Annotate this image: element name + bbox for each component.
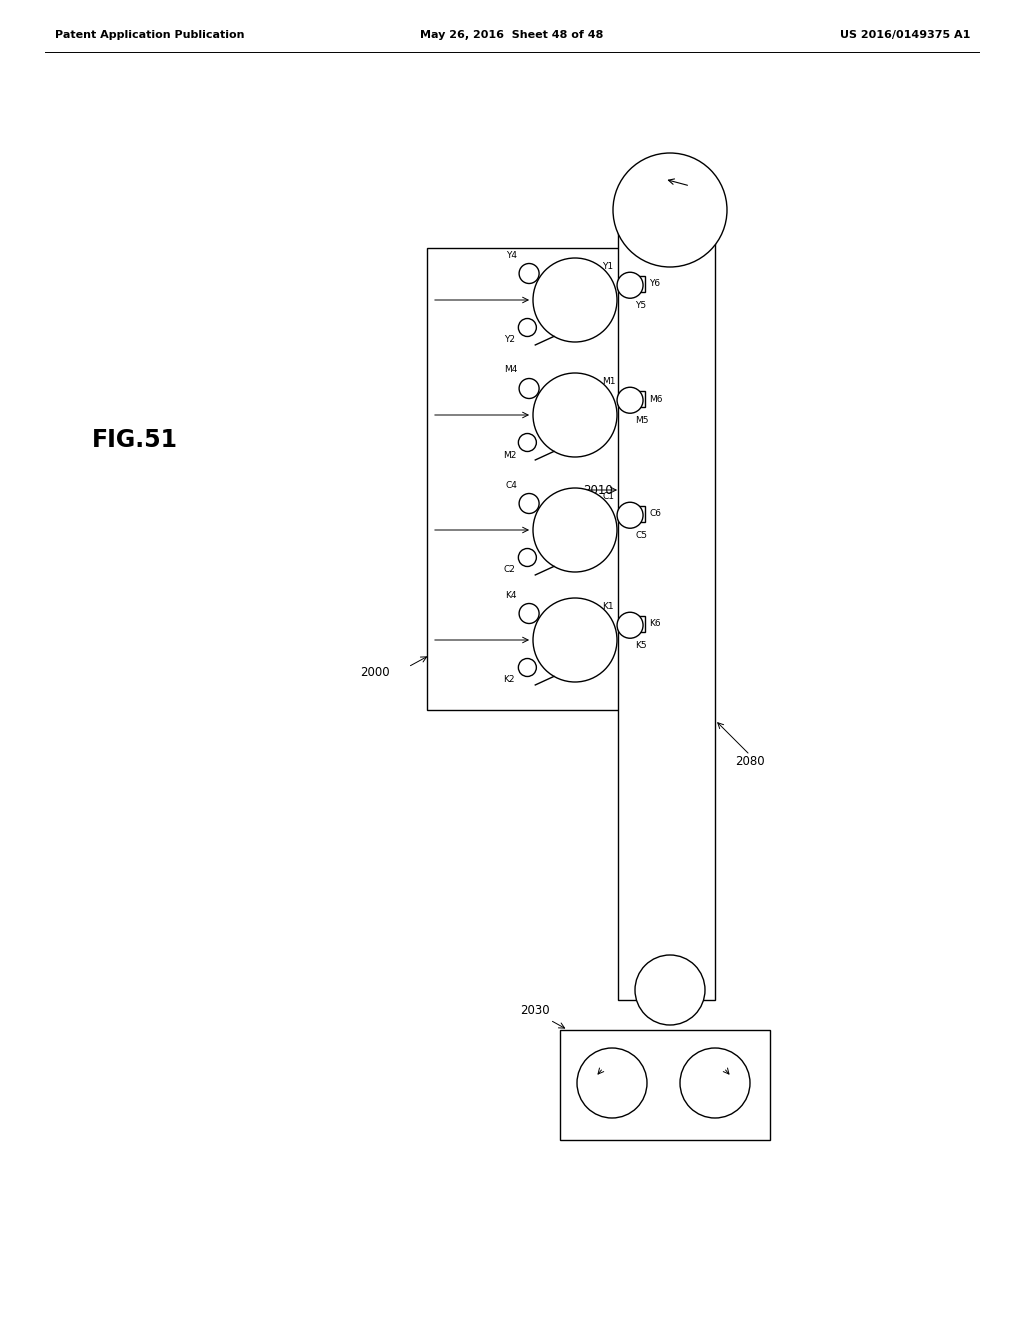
Circle shape	[518, 433, 537, 451]
Text: K1: K1	[602, 602, 613, 611]
Text: Y6: Y6	[649, 280, 660, 289]
Text: K4: K4	[506, 590, 517, 599]
Text: Y1: Y1	[602, 261, 613, 271]
Text: K2: K2	[504, 676, 515, 685]
Text: 2080: 2080	[735, 755, 765, 768]
Circle shape	[534, 598, 617, 682]
Text: M4: M4	[505, 366, 518, 375]
Circle shape	[518, 549, 537, 566]
Bar	[623, 276, 645, 292]
Text: May 26, 2016  Sheet 48 of 48: May 26, 2016 Sheet 48 of 48	[420, 30, 604, 40]
Text: C1: C1	[602, 491, 614, 500]
Circle shape	[534, 257, 617, 342]
Text: K5: K5	[635, 642, 647, 651]
Text: Y2: Y2	[504, 335, 515, 345]
Text: 2000: 2000	[360, 667, 389, 680]
Bar	[618, 210, 715, 1001]
Circle shape	[617, 502, 643, 528]
Circle shape	[518, 318, 537, 337]
Bar	[560, 1030, 770, 1140]
Circle shape	[519, 603, 539, 623]
Text: M2: M2	[503, 450, 516, 459]
Text: M1: M1	[602, 376, 615, 385]
Circle shape	[680, 1048, 750, 1118]
Circle shape	[519, 494, 539, 513]
Circle shape	[518, 659, 537, 676]
Text: US 2016/0149375 A1: US 2016/0149375 A1	[840, 30, 970, 40]
Text: M6: M6	[649, 395, 663, 404]
Bar	[623, 616, 645, 632]
Circle shape	[617, 272, 643, 298]
Bar	[427, 248, 620, 710]
Text: C2: C2	[504, 565, 515, 574]
Circle shape	[617, 387, 643, 413]
Text: M5: M5	[635, 416, 648, 425]
Text: Patent Application Publication: Patent Application Publication	[55, 30, 245, 40]
Circle shape	[617, 612, 643, 639]
Circle shape	[613, 153, 727, 267]
Bar	[623, 391, 645, 407]
Text: C4: C4	[505, 480, 517, 490]
Circle shape	[519, 264, 539, 284]
Text: 2030: 2030	[520, 1005, 550, 1016]
Circle shape	[534, 488, 617, 572]
Text: C6: C6	[649, 510, 662, 519]
Circle shape	[519, 379, 539, 399]
Circle shape	[577, 1048, 647, 1118]
Circle shape	[635, 954, 705, 1026]
Text: Y5: Y5	[635, 301, 646, 310]
Text: K6: K6	[649, 619, 660, 628]
Bar	[623, 506, 645, 521]
Text: C5: C5	[635, 531, 647, 540]
Text: Y4: Y4	[506, 251, 516, 260]
Circle shape	[534, 374, 617, 457]
Text: 2010: 2010	[583, 483, 612, 496]
Text: FIG.51: FIG.51	[92, 428, 178, 451]
